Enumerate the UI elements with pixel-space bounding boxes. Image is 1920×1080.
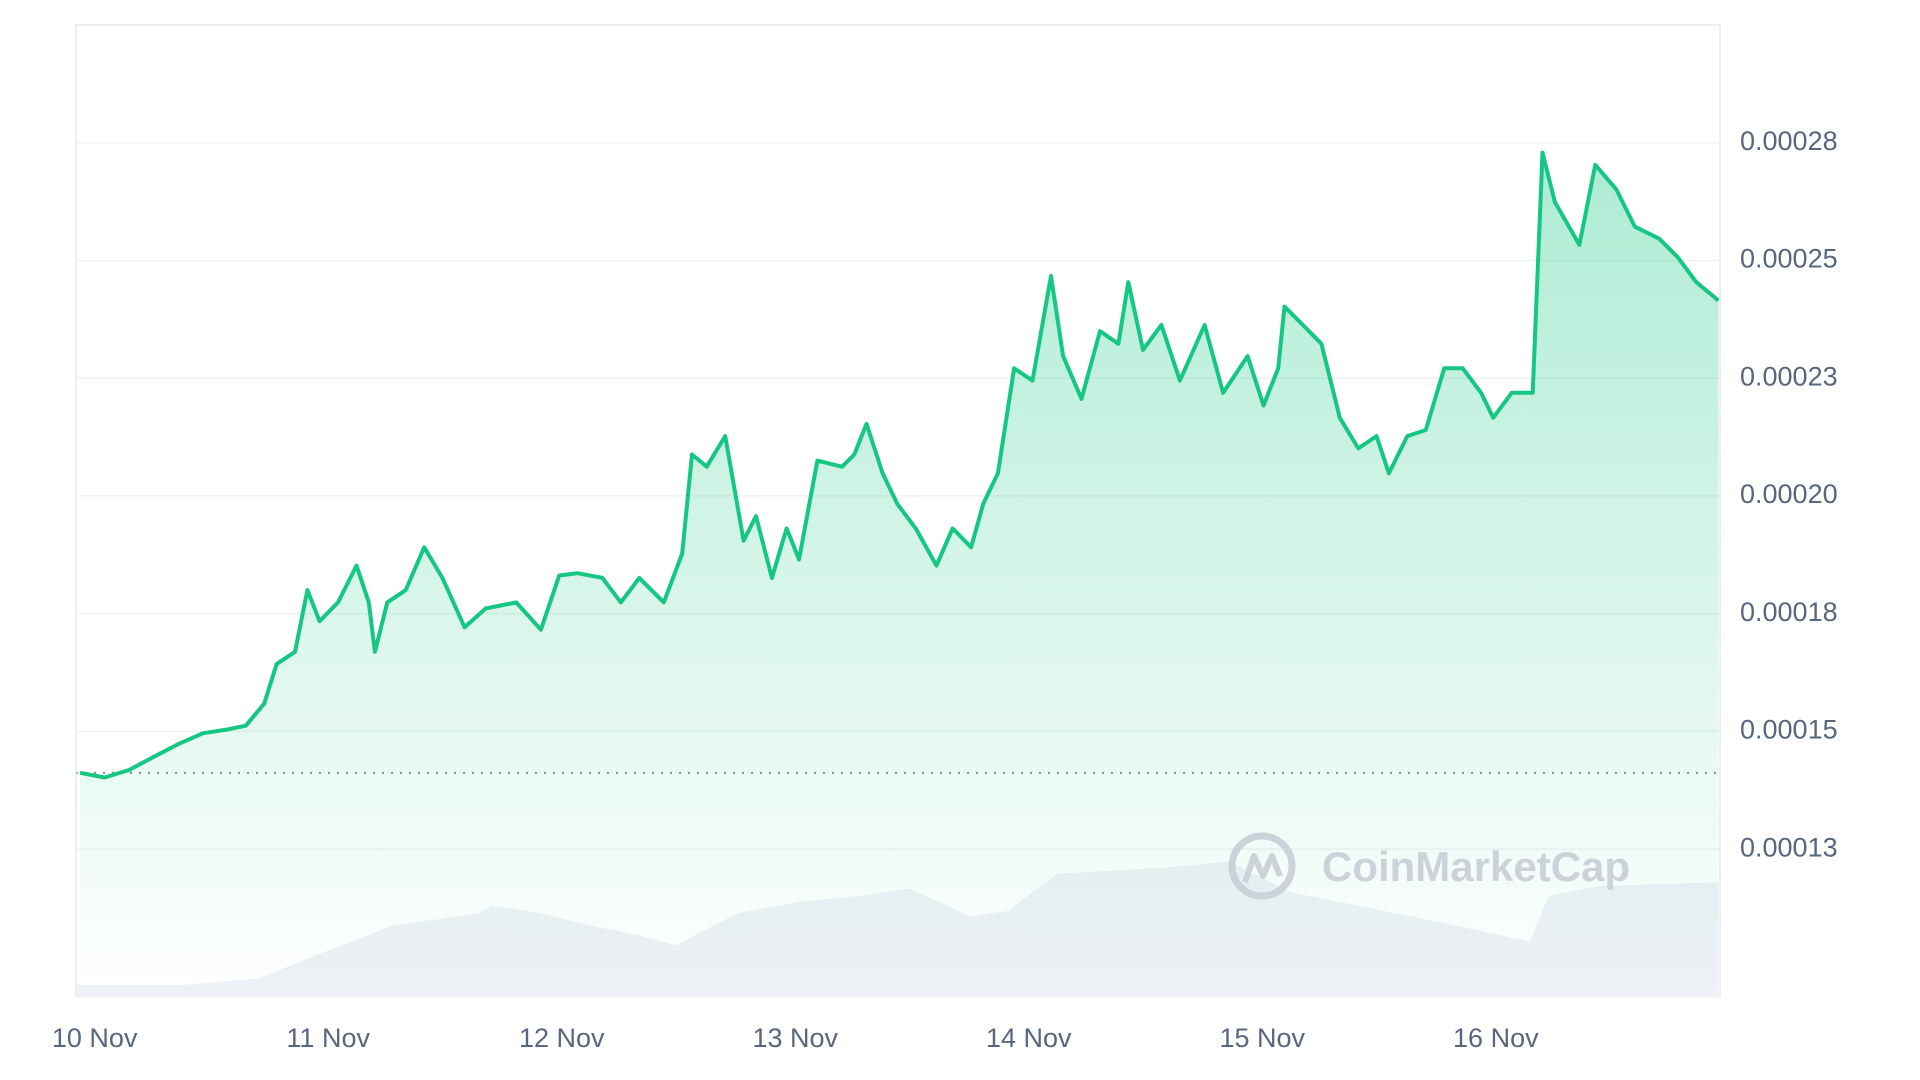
area-fill [80, 152, 1719, 998]
plot-frame [75, 24, 1721, 997]
data-layer: 0.00013 0.00015 0.00018 0.00020 0.00023 0.000… [52, 126, 1838, 1053]
y-tick-label: 0.00020 [1740, 479, 1838, 509]
watermark: CoinMarketCap [1228, 832, 1630, 900]
y-tick-label: 0.00025 [1740, 244, 1838, 274]
x-tick-label: 13 Nov [752, 1023, 838, 1053]
x-tick-label: 15 Nov [1220, 1023, 1306, 1053]
x-tick-label: 16 Nov [1453, 1023, 1539, 1053]
x-tick-label: 10 Nov [52, 1023, 138, 1053]
watermark-text: CoinMarketCap [1322, 843, 1630, 890]
watermark-logo [1228, 832, 1296, 900]
y-tick-label: 0.00015 [1740, 715, 1838, 745]
price-line [79, 150, 1720, 780]
y-tick-label: 0.00028 [1740, 126, 1838, 156]
y-tick-label: 0.00023 [1740, 361, 1838, 391]
x-tick-label: 14 Nov [986, 1023, 1072, 1053]
watermark-logo-mark [1242, 853, 1283, 883]
x-tick-label: 12 Nov [519, 1023, 605, 1053]
y-tick-label: 0.00018 [1740, 597, 1838, 627]
x-tick-label: 11 Nov [286, 1023, 370, 1053]
y-tick-label: 0.00013 [1740, 832, 1838, 862]
